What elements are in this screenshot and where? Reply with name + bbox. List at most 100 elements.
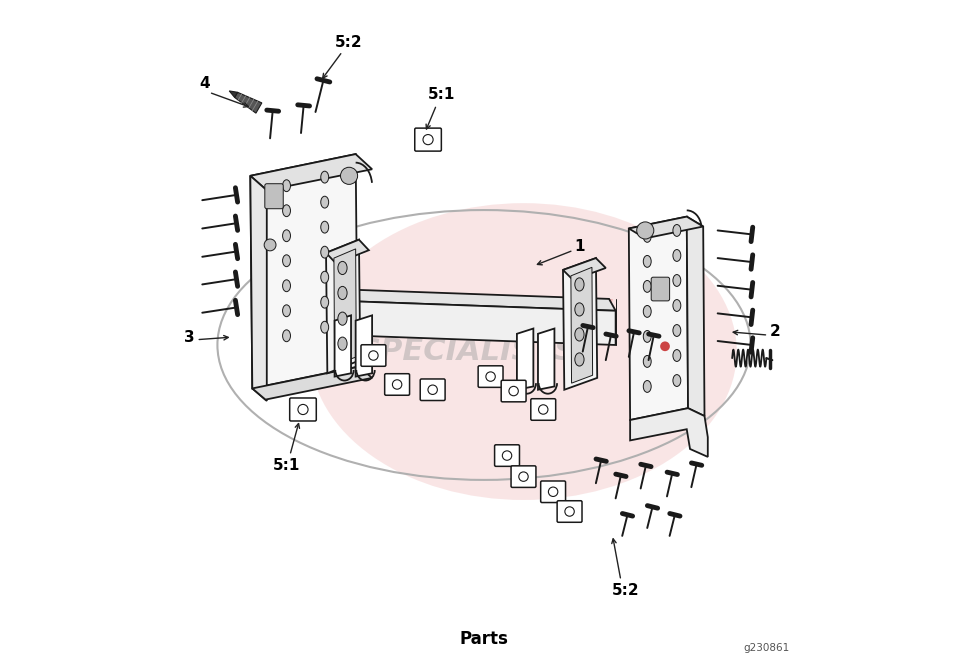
Polygon shape [538,329,555,390]
Ellipse shape [283,330,290,342]
Ellipse shape [673,350,681,362]
Polygon shape [629,217,688,420]
Ellipse shape [673,375,681,387]
Polygon shape [517,329,533,390]
Ellipse shape [644,231,651,243]
Polygon shape [359,301,616,345]
FancyBboxPatch shape [511,466,536,487]
Ellipse shape [644,381,651,393]
FancyBboxPatch shape [530,399,556,420]
Ellipse shape [283,205,290,217]
Ellipse shape [644,280,651,292]
Circle shape [423,135,433,145]
Polygon shape [630,408,708,457]
Ellipse shape [644,305,651,317]
Circle shape [392,380,402,389]
Ellipse shape [644,356,651,368]
Ellipse shape [283,280,290,292]
Circle shape [549,487,558,496]
Ellipse shape [283,180,290,192]
Polygon shape [686,217,705,416]
Circle shape [538,405,548,414]
Ellipse shape [673,250,681,261]
Polygon shape [251,154,372,190]
FancyBboxPatch shape [558,501,582,522]
Ellipse shape [338,286,348,299]
Ellipse shape [673,274,681,286]
Text: 5:2: 5:2 [335,34,363,50]
Ellipse shape [310,203,737,500]
Text: 1: 1 [574,239,585,254]
Circle shape [428,385,438,395]
FancyBboxPatch shape [361,345,386,366]
Polygon shape [326,240,369,263]
Ellipse shape [320,221,329,233]
Ellipse shape [320,271,329,283]
Circle shape [509,386,518,396]
FancyBboxPatch shape [478,366,503,387]
Ellipse shape [644,330,651,342]
Ellipse shape [283,230,290,242]
Polygon shape [629,217,703,239]
Polygon shape [563,258,597,390]
FancyBboxPatch shape [414,128,441,151]
Polygon shape [563,258,606,280]
Polygon shape [234,93,262,113]
FancyBboxPatch shape [289,398,317,421]
Ellipse shape [338,261,348,274]
Ellipse shape [575,328,584,341]
Circle shape [565,507,574,516]
FancyBboxPatch shape [541,481,565,502]
Ellipse shape [320,247,329,258]
Text: 4: 4 [199,76,209,91]
Text: g230861: g230861 [743,642,790,653]
Ellipse shape [575,278,584,291]
Text: 5:1: 5:1 [428,87,455,102]
Circle shape [341,167,357,184]
Circle shape [661,342,669,350]
Circle shape [369,351,378,360]
Polygon shape [571,267,592,383]
Ellipse shape [338,312,348,325]
FancyBboxPatch shape [265,184,284,209]
Polygon shape [251,154,357,389]
Ellipse shape [338,337,348,350]
Polygon shape [253,367,372,400]
Circle shape [486,372,496,381]
Polygon shape [326,240,360,373]
Ellipse shape [644,255,651,267]
FancyBboxPatch shape [420,379,445,401]
Polygon shape [355,315,372,377]
FancyBboxPatch shape [384,373,409,395]
Ellipse shape [283,305,290,317]
FancyBboxPatch shape [495,445,520,466]
Text: Parts: Parts [460,629,508,648]
Text: SPECIALISTS: SPECIALISTS [359,337,577,366]
Text: 3: 3 [185,330,196,344]
Ellipse shape [673,299,681,311]
Circle shape [298,405,308,414]
Polygon shape [334,249,356,366]
Ellipse shape [320,321,329,333]
Polygon shape [335,315,351,377]
Ellipse shape [673,225,681,237]
Text: 2: 2 [770,325,780,339]
Polygon shape [229,91,237,97]
Polygon shape [251,176,267,401]
Ellipse shape [320,196,329,208]
FancyBboxPatch shape [501,380,526,402]
Text: 5:1: 5:1 [273,458,300,473]
Polygon shape [352,290,616,311]
Circle shape [264,239,276,251]
Text: 5:2: 5:2 [612,583,639,598]
Ellipse shape [320,296,329,308]
Ellipse shape [673,325,681,336]
Circle shape [502,451,512,460]
Circle shape [519,472,529,481]
Ellipse shape [283,254,290,266]
Text: EQUIPMENT: EQUIPMENT [408,297,611,327]
Ellipse shape [575,303,584,316]
Circle shape [637,222,653,239]
FancyBboxPatch shape [651,277,670,301]
Ellipse shape [320,171,329,183]
